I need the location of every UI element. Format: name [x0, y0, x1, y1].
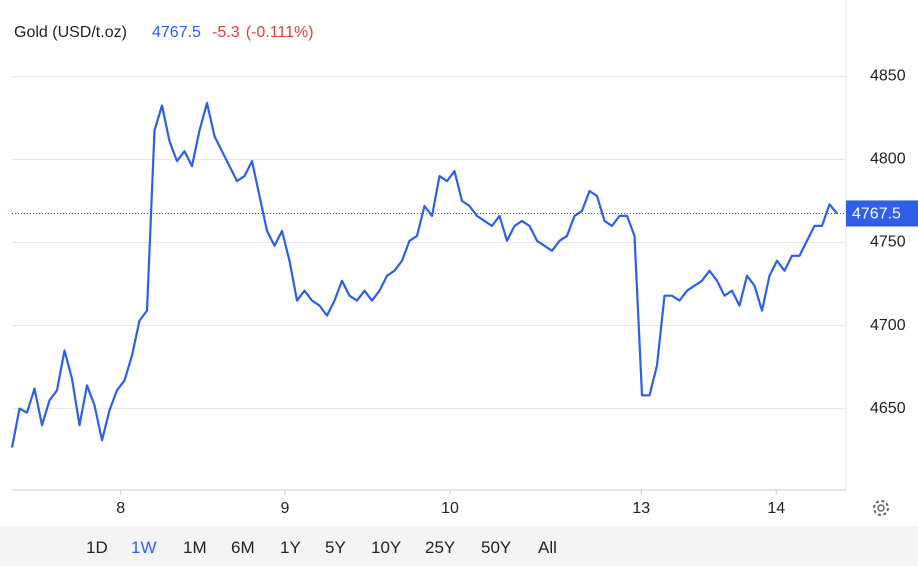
range-button[interactable]: 25Y [425, 538, 456, 557]
range-button[interactable]: 1M [183, 538, 207, 557]
y-tick-label: 4800 [870, 151, 906, 168]
range-button[interactable]: 1D [86, 538, 108, 557]
y-tick-label: 4650 [870, 400, 906, 417]
x-tick-label: 9 [281, 500, 290, 517]
range-button[interactable]: All [538, 538, 557, 557]
x-tick-label: 8 [116, 500, 125, 517]
range-button[interactable]: 6M [231, 538, 255, 557]
last-value-tag [846, 200, 918, 227]
x-tick-label: 10 [441, 500, 459, 517]
x-tick-label: 14 [767, 500, 785, 517]
range-button[interactable]: 1W [131, 538, 157, 557]
range-button[interactable]: 1Y [280, 538, 301, 557]
last-value-label: 4767.5 [852, 206, 901, 223]
settings-icon[interactable] [873, 500, 889, 516]
price-line [10, 101, 838, 448]
y-tick-label: 4750 [870, 234, 906, 251]
header-change-percent: (-0.111%) [246, 24, 314, 41]
header-price: 4767.5 [152, 24, 201, 41]
range-button[interactable]: 50Y [481, 538, 512, 557]
header-change: -5.3 [212, 24, 240, 41]
range-button[interactable]: 5Y [325, 538, 346, 557]
y-tick-label: 4700 [870, 317, 906, 334]
range-bar: 1D 1W 1M 6M 1Y 5Y 10Y 25Y 50Y All [0, 526, 918, 566]
y-tick-label: 4850 [870, 68, 906, 85]
range-button[interactable]: 10Y [371, 538, 402, 557]
x-tick-label: 13 [632, 500, 650, 517]
instrument-name: Gold (USD/t.oz) [14, 24, 127, 41]
chart: Gold (USD/t.oz) 4767.5 -5.3 (-0.111%) 46… [10, 0, 918, 517]
